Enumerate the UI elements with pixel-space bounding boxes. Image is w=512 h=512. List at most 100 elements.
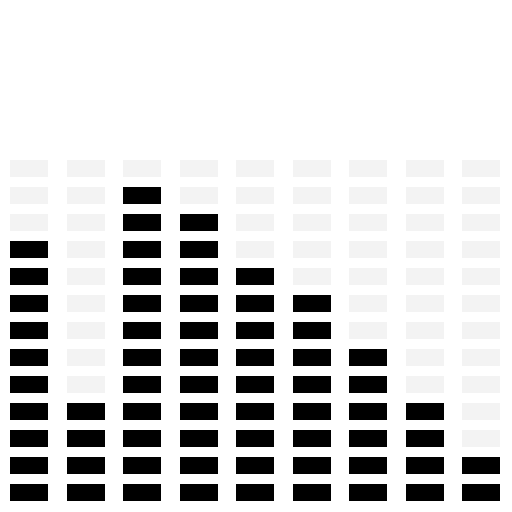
meter-segment-inactive: [462, 295, 500, 312]
meter-segment-inactive: [406, 241, 444, 258]
meter-segment-active: [180, 268, 218, 285]
meter-segment-active: [180, 349, 218, 366]
meter-segment-inactive: [462, 349, 500, 366]
meter-segment-inactive: [67, 349, 105, 366]
meter-segment-inactive: [123, 160, 161, 177]
meter-segment-active: [10, 322, 48, 339]
meter-segment-inactive: [406, 214, 444, 231]
meter-segment-active: [293, 376, 331, 393]
meter-segment-active: [10, 457, 48, 474]
meter-segment-inactive: [406, 376, 444, 393]
meter-segment-active: [236, 295, 274, 312]
meter-segment-active: [236, 484, 274, 501]
meter-segment-inactive: [67, 376, 105, 393]
meter-segment-active: [180, 214, 218, 231]
meter-segment-inactive: [406, 322, 444, 339]
meter-segment-active: [236, 376, 274, 393]
meter-segment-active: [123, 187, 161, 204]
meter-segment-active: [180, 322, 218, 339]
meter-segment-inactive: [67, 160, 105, 177]
meter-segment-active: [180, 484, 218, 501]
meter-segment-inactive: [180, 160, 218, 177]
meter-segment-active: [67, 430, 105, 447]
meter-segment-active: [180, 430, 218, 447]
meter-segment-active: [123, 295, 161, 312]
meter-bar-3: [123, 0, 161, 512]
meter-segment-active: [406, 457, 444, 474]
meter-segment-active: [349, 376, 387, 393]
meter-segment-active: [349, 349, 387, 366]
meter-bar-4: [180, 0, 218, 512]
meter-segment-inactive: [236, 187, 274, 204]
meter-segment-active: [180, 457, 218, 474]
meter-segment-active: [123, 403, 161, 420]
meter-segment-active: [123, 430, 161, 447]
meter-segment-inactive: [67, 241, 105, 258]
meter-bar-1: [10, 0, 48, 512]
meter-segment-inactive: [10, 187, 48, 204]
meter-segment-active: [462, 484, 500, 501]
meter-segment-inactive: [67, 187, 105, 204]
meter-segment-active: [10, 484, 48, 501]
meter-segment-active: [349, 430, 387, 447]
meter-segment-active: [293, 349, 331, 366]
meter-segment-inactive: [10, 214, 48, 231]
meter-segment-active: [293, 484, 331, 501]
meter-segment-inactive: [67, 214, 105, 231]
meter-segment-active: [10, 241, 48, 258]
meter-segment-inactive: [293, 187, 331, 204]
meter-segment-active: [462, 457, 500, 474]
meter-segment-active: [123, 376, 161, 393]
meter-segment-active: [123, 268, 161, 285]
meter-segment-inactive: [67, 322, 105, 339]
meter-segment-inactive: [293, 214, 331, 231]
meter-segment-inactive: [236, 214, 274, 231]
meter-segment-active: [10, 376, 48, 393]
meter-segment-inactive: [462, 376, 500, 393]
meter-segment-inactive: [349, 268, 387, 285]
meter-segment-active: [10, 430, 48, 447]
meter-segment-active: [349, 484, 387, 501]
meter-bar-9: [462, 0, 500, 512]
meter-bar-7: [349, 0, 387, 512]
meter-segment-inactive: [462, 268, 500, 285]
meter-segment-active: [406, 403, 444, 420]
meter-segment-active: [67, 484, 105, 501]
meter-segment-active: [406, 484, 444, 501]
meter-segment-active: [180, 376, 218, 393]
meter-segment-active: [293, 430, 331, 447]
meter-segment-active: [10, 349, 48, 366]
meter-bar-6: [293, 0, 331, 512]
meter-segment-inactive: [349, 322, 387, 339]
meter-bar-8: [406, 0, 444, 512]
meter-segment-inactive: [349, 187, 387, 204]
meter-segment-inactive: [236, 160, 274, 177]
meter-segment-inactive: [67, 295, 105, 312]
meter-segment-active: [10, 295, 48, 312]
meter-segment-active: [180, 241, 218, 258]
meter-segment-inactive: [406, 349, 444, 366]
meter-segment-active: [293, 295, 331, 312]
meter-segment-inactive: [462, 187, 500, 204]
meter-segment-active: [123, 457, 161, 474]
meter-segment-active: [123, 349, 161, 366]
meter-segment-active: [293, 457, 331, 474]
meter-segment-inactive: [462, 241, 500, 258]
meter-segment-inactive: [406, 268, 444, 285]
meter-segment-active: [67, 457, 105, 474]
meter-segment-active: [236, 322, 274, 339]
meter-segment-active: [123, 484, 161, 501]
meter-segment-inactive: [406, 160, 444, 177]
meter-segment-active: [10, 268, 48, 285]
meter-segment-inactive: [293, 268, 331, 285]
meter-segment-inactive: [349, 241, 387, 258]
meter-segment-active: [180, 295, 218, 312]
meter-segment-active: [293, 322, 331, 339]
meter-segment-inactive: [406, 295, 444, 312]
meter-segment-active: [236, 457, 274, 474]
meter-segment-inactive: [349, 214, 387, 231]
meter-segment-inactive: [462, 160, 500, 177]
meter-segment-inactive: [67, 268, 105, 285]
meter-segment-inactive: [293, 241, 331, 258]
